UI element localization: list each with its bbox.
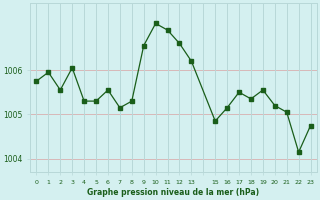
- X-axis label: Graphe pression niveau de la mer (hPa): Graphe pression niveau de la mer (hPa): [87, 188, 260, 197]
